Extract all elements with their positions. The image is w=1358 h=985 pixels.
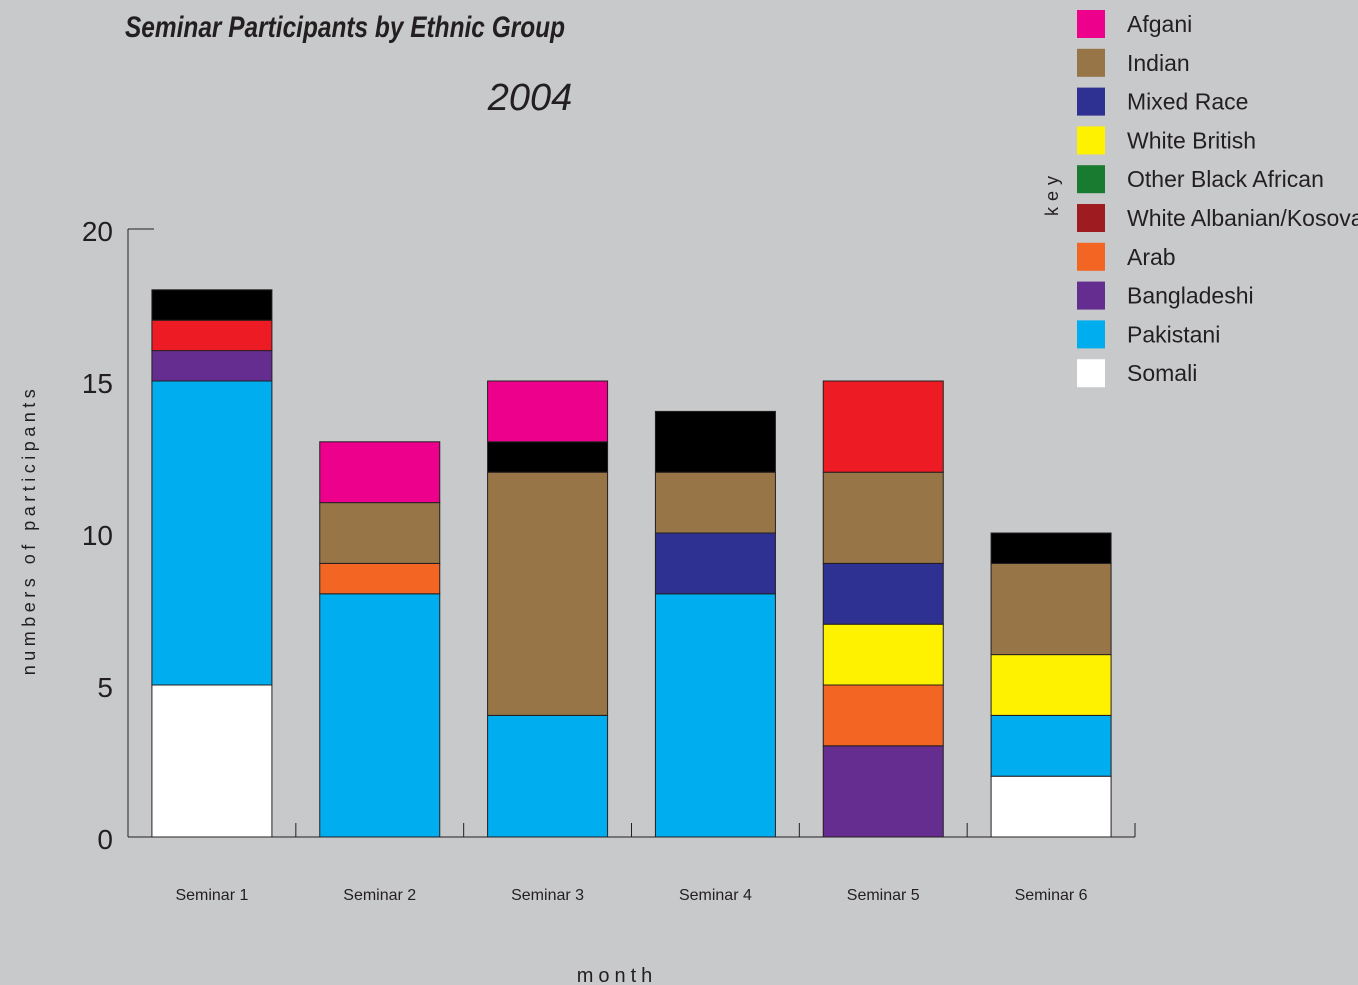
legend-swatch [1077, 204, 1105, 232]
legend-swatch [1077, 242, 1105, 271]
bar-segment [990, 562, 1112, 656]
bar-segment [822, 562, 944, 625]
bar-segment [822, 745, 944, 838]
legend-label: Somali [1127, 360, 1197, 386]
legend-label: Afgani [1127, 11, 1192, 37]
chart-title: Seminar Participants by Ethnic Group [125, 11, 565, 44]
legend-label: Mixed Race [1127, 89, 1248, 115]
legend-label: White British [1127, 127, 1256, 153]
legend-swatch [1077, 10, 1105, 38]
bar-segment [319, 441, 441, 504]
legend-title: key [1042, 170, 1062, 216]
y-axis-label: numbers of participants [19, 385, 39, 676]
bar-segment [990, 714, 1112, 777]
bar-segment [822, 623, 944, 686]
x-tick-label: Seminar 6 [1015, 887, 1088, 904]
bar-segment [822, 684, 944, 747]
bar-segment [654, 593, 776, 838]
bar-segment [654, 410, 776, 473]
bar-segment [319, 562, 441, 595]
legend-swatch [1077, 281, 1105, 310]
legend-label: Arab [1127, 244, 1176, 270]
x-tick-label: Seminar 2 [343, 887, 416, 904]
bar-segment [487, 380, 609, 443]
x-tick-label: Seminar 3 [511, 887, 584, 904]
legend-label: Indian [1127, 50, 1190, 76]
bar-segment [319, 593, 441, 838]
bar-segment [319, 502, 441, 564]
bar-segment [151, 350, 273, 382]
y-tick-label: 5 [97, 672, 113, 703]
bar-segment [990, 775, 1112, 838]
bar-segment [487, 714, 609, 838]
legend-swatch [1077, 320, 1105, 349]
legend-swatch [1077, 359, 1105, 388]
y-tick-label: 15 [82, 368, 113, 399]
x-tick-label: Seminar 5 [847, 887, 920, 904]
bar-segment [151, 289, 273, 321]
legend-label: Bangladeshi [1127, 283, 1254, 309]
x-tick-label: Seminar 1 [175, 887, 248, 904]
bar-segment [654, 471, 776, 534]
legend-swatch [1077, 165, 1105, 194]
y-tick-label: 10 [82, 520, 113, 551]
legend-label: Other Black African [1127, 166, 1324, 192]
bar-segment [151, 319, 273, 352]
x-tick-label: Seminar 4 [679, 887, 752, 904]
y-tick-label: 20 [82, 216, 113, 247]
legend-label: Pakistani [1127, 321, 1220, 347]
legend-swatch [1077, 87, 1105, 116]
legend-swatch [1077, 126, 1105, 155]
bar-segment [822, 471, 944, 564]
bar-segment [487, 471, 609, 716]
bar-segment [822, 380, 944, 473]
bar-segment [151, 380, 273, 686]
x-axis-label: month [577, 965, 658, 985]
bar-segment [151, 684, 273, 838]
bar-segment [990, 654, 1112, 716]
bar-segment [487, 441, 609, 473]
y-tick-label: 0 [97, 824, 113, 855]
bar-segment [654, 532, 776, 595]
chart-subtitle: 2004 [487, 77, 573, 119]
legend-swatch [1077, 48, 1105, 77]
legend-label: White Albanian/Kosovan [1127, 205, 1358, 231]
bar-segment [990, 532, 1112, 564]
